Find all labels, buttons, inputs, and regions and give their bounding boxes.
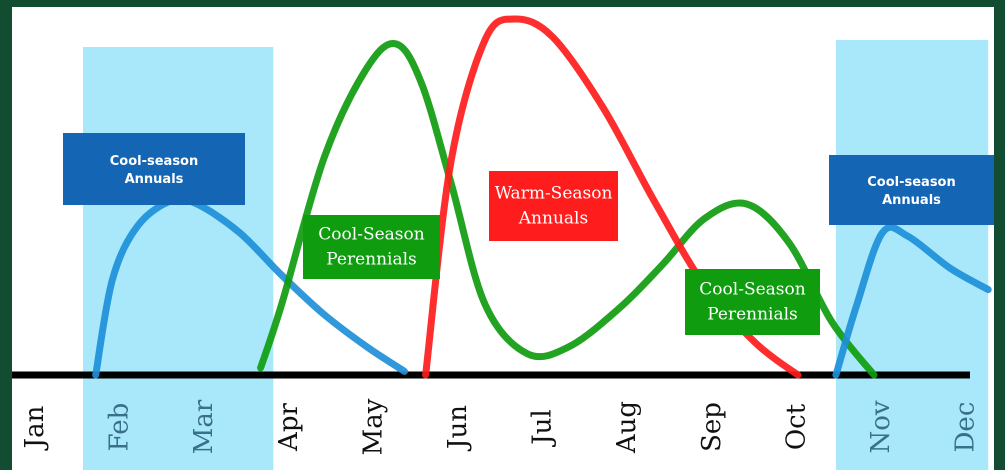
label-cool-season-annuals-early-line-1: Cool-season (110, 154, 199, 169)
label-cool-season-annuals-early-box (63, 133, 245, 205)
label-warm-season-annuals: Warm-Season Annuals (489, 171, 618, 241)
label-cool-season-annuals-late: Cool-season Annuals (829, 155, 994, 225)
label-cool-season-perennials-fall: Cool-Season Perennials (685, 269, 820, 335)
label-cool-season-annuals-late-line-1: Cool-season (867, 175, 956, 190)
label-cool-season-annuals-early-line-2: Annuals (125, 172, 184, 187)
forage-seasonality-chart: Cool-season Annuals Cool-Season Perennials W… (12, 15, 994, 470)
series-cool-season-perennials (257, 40, 878, 379)
chart-frame: Cool-season Annuals Cool-Season Perennials W… (12, 7, 994, 470)
month-label-aug: Aug (612, 401, 642, 454)
month-label-apr: Apr (274, 403, 304, 452)
month-label-feb: Feb (105, 403, 135, 452)
label-warm-season-annuals-line-1: Warm-Season (495, 184, 613, 204)
label-cool-season-perennials-spring-box (303, 215, 440, 279)
month-label-jul: Jul (528, 409, 558, 447)
month-label-mar: Mar (189, 399, 219, 454)
label-cool-season-annuals-late-box (829, 155, 994, 225)
month-label-dec: Dec (951, 402, 981, 453)
label-cool-season-perennials-fall-line-2: Perennials (707, 305, 798, 325)
month-label-may: May (358, 398, 388, 455)
month-label-jan: Jan (20, 405, 50, 451)
month-label-oct: Oct (781, 403, 811, 450)
label-cool-season-perennials-spring-line-1: Cool-Season (318, 225, 424, 245)
month-label-sep: Sep (697, 402, 727, 452)
shaded-period-cool-season-annuals-early (82, 47, 274, 470)
month-label-jun: Jun (443, 405, 473, 452)
label-cool-season-perennials-fall-line-1: Cool-Season (699, 280, 805, 300)
label-cool-season-perennials-spring: Cool-Season Perennials (303, 215, 440, 279)
label-warm-season-annuals-box (489, 171, 618, 241)
month-label-nov: Nov (866, 400, 896, 453)
label-cool-season-perennials-spring-line-2: Perennials (326, 250, 417, 270)
series-cool-season-annuals-early (92, 195, 408, 379)
label-cool-season-annuals-late-line-2: Annuals (882, 193, 941, 208)
label-warm-season-annuals-line-2: Annuals (518, 209, 588, 229)
label-cool-season-annuals-early: Cool-season Annuals (63, 133, 245, 205)
label-cool-season-perennials-fall-box (685, 269, 820, 335)
shaded-period-cool-season-annuals-late (835, 40, 989, 470)
series-cool-season-annuals-late (832, 223, 992, 379)
